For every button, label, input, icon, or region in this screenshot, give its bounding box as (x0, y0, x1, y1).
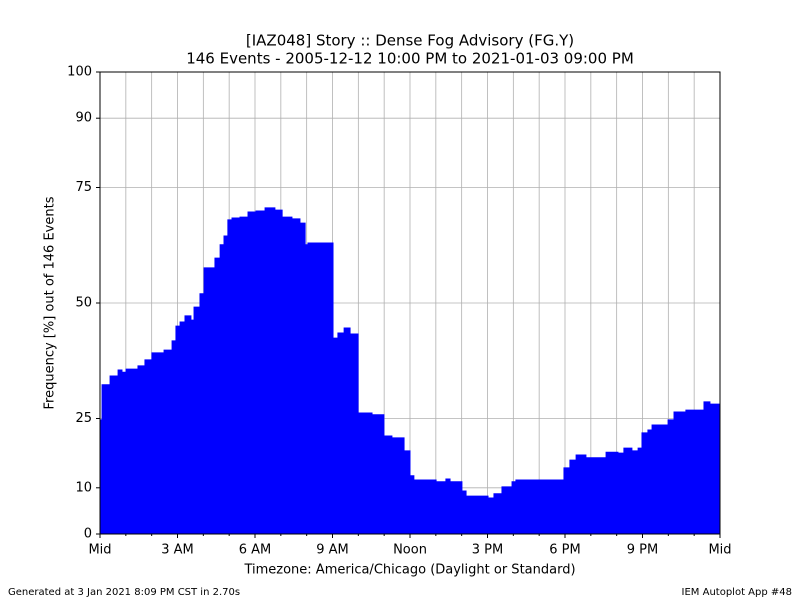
y-axis-label: Frequency [%] out of 146 Events (43, 196, 58, 409)
y-tick-label: 50 (75, 296, 92, 311)
x-tick-label: Mid (708, 543, 731, 558)
x-tick-label: 9 PM (627, 543, 658, 558)
x-tick-label: 3 AM (161, 543, 194, 558)
x-axis-label: Timezone: America/Chicago (Daylight or S… (243, 563, 575, 578)
y-tick-label: 0 (84, 527, 92, 542)
chart-subtitle: 146 Events - 2005-12-12 10:00 PM to 2021… (186, 50, 634, 68)
footer-left: Generated at 3 Jan 2021 8:09 PM CST in 2… (8, 587, 240, 598)
y-tick-label: 90 (75, 111, 92, 126)
x-tick-label: 6 PM (549, 543, 580, 558)
y-tick-label: 100 (67, 65, 92, 80)
chart-title: [IAZ048] Story :: Dense Fog Advisory (FG… (246, 32, 574, 50)
y-tick-label: 75 (75, 180, 92, 195)
x-tick-label: Mid (88, 543, 111, 558)
plot-frame (99, 71, 721, 535)
x-tick-label: 6 AM (239, 543, 272, 558)
footer-right: IEM Autoplot App #48 (682, 587, 792, 598)
area (99, 207, 721, 535)
x-tick-label: 3 PM (472, 543, 503, 558)
x-tick-label: 9 AM (316, 543, 349, 558)
y-tick-label: 25 (75, 411, 92, 426)
x-tick-label: Noon (393, 543, 427, 558)
y-tick-label: 10 (75, 480, 92, 495)
